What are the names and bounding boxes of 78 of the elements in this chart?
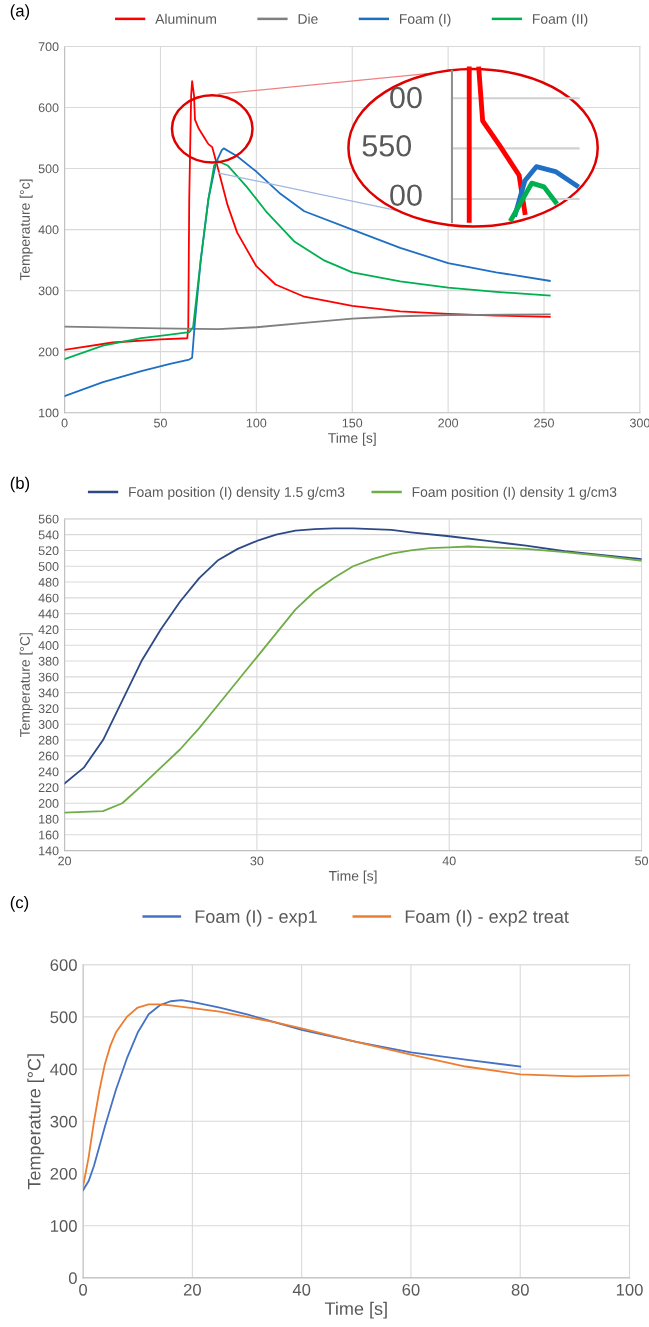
y-tick-label: 300 bbox=[50, 1115, 77, 1128]
x-tick-label: 100 bbox=[616, 1283, 643, 1296]
y-tick-label: 440 bbox=[38, 609, 59, 619]
line-series bbox=[64, 527, 642, 785]
y-tick-label: 480 bbox=[38, 577, 59, 587]
line-series bbox=[64, 80, 551, 351]
y-tick-label: 160 bbox=[39, 830, 59, 840]
x-axis-title: Time [s] bbox=[324, 1301, 387, 1319]
y-axis-title: Temperature [°c] bbox=[19, 179, 33, 281]
y-tick-label: 360 bbox=[38, 672, 59, 682]
x-tick-label: 300 bbox=[629, 418, 649, 428]
y-tick-label: 560 bbox=[38, 514, 59, 524]
y-tick-label: 100 bbox=[39, 408, 59, 418]
y-tick-label: 200 bbox=[50, 1167, 77, 1180]
legend-label: Die bbox=[298, 13, 318, 24]
y-tick-label: 320 bbox=[38, 704, 59, 714]
y-tick-label: 500 bbox=[38, 164, 59, 174]
x-axis-title: Time [s] bbox=[328, 870, 377, 884]
legend-label: Foam (II) bbox=[533, 13, 588, 27]
y-tick-label: 300 bbox=[38, 286, 59, 296]
legend-label: Foam position (I) density 1.5 g/cm3 bbox=[129, 486, 345, 500]
x-tick-label: 20 bbox=[58, 856, 72, 866]
legend-label: Foam position (I) density 1 g/cm3 bbox=[412, 486, 617, 500]
annotation: 550 bbox=[362, 134, 412, 157]
x-tick-label: 40 bbox=[292, 1283, 311, 1296]
y-tick-label: 600 bbox=[50, 959, 77, 971]
y-axis-title: Temperature [°C] bbox=[27, 1054, 45, 1190]
y-tick-label: 220 bbox=[38, 783, 59, 793]
y-tick-label: 500 bbox=[38, 562, 59, 571]
y-tick-label: 300 bbox=[38, 720, 59, 729]
chart-title: (a) bbox=[10, 4, 30, 20]
x-tick-label: 40 bbox=[442, 856, 456, 866]
x-tick-label: 250 bbox=[534, 418, 554, 428]
y-tick-label: 400 bbox=[38, 641, 59, 650]
y-tick-label: 380 bbox=[38, 656, 59, 666]
legend-label: Foam (I) - exp2 treat bbox=[405, 909, 569, 927]
x-tick-label: 80 bbox=[511, 1283, 529, 1296]
chart-title: (c) bbox=[10, 896, 29, 912]
x-tick-label: 150 bbox=[342, 418, 363, 428]
y-tick-label: 400 bbox=[50, 1063, 77, 1076]
x-tick-label: 200 bbox=[438, 418, 459, 428]
legend-label: Foam (I) bbox=[400, 13, 451, 27]
annotation: 00 bbox=[390, 86, 422, 109]
y-tick-label: 340 bbox=[38, 688, 59, 698]
y-tick-label: 200 bbox=[38, 347, 59, 357]
x-tick-label: 50 bbox=[154, 418, 167, 428]
line-series bbox=[64, 545, 642, 814]
x-tick-label: 50 bbox=[635, 856, 648, 866]
annotation: 00 bbox=[390, 184, 422, 207]
y-tick-label: 180 bbox=[39, 814, 59, 824]
line-series bbox=[64, 313, 551, 330]
y-tick-label: 200 bbox=[38, 799, 59, 808]
x-axis-title: Time [s] bbox=[328, 432, 376, 446]
y-tick-label: 100 bbox=[50, 1220, 77, 1232]
y-tick-label: 0 bbox=[68, 1272, 77, 1285]
x-tick-label: 100 bbox=[246, 418, 267, 428]
x-tick-label: 30 bbox=[250, 856, 264, 866]
y-tick-label: 460 bbox=[38, 593, 59, 603]
line-series bbox=[64, 160, 551, 360]
y-tick-label: 540 bbox=[38, 530, 59, 540]
x-tick-label: 60 bbox=[402, 1283, 420, 1296]
legend-label: Aluminum bbox=[155, 13, 216, 24]
y-tick-label: 700 bbox=[38, 42, 59, 52]
y-tick-label: 260 bbox=[38, 751, 59, 761]
legend-label: Foam (I) - exp1 bbox=[195, 909, 317, 927]
y-axis-title: Temperature [°C] bbox=[19, 633, 33, 737]
x-tick-label: 20 bbox=[183, 1283, 201, 1296]
y-tick-label: 400 bbox=[38, 225, 59, 235]
y-tick-label: 420 bbox=[38, 625, 59, 635]
y-tick-label: 600 bbox=[38, 103, 59, 113]
y-tick-label: 140 bbox=[39, 846, 59, 856]
y-tick-label: 520 bbox=[38, 546, 59, 556]
y-tick-label: 280 bbox=[38, 735, 59, 745]
x-tick-label: 0 bbox=[79, 1283, 88, 1296]
y-tick-label: 500 bbox=[50, 1011, 77, 1024]
line-series bbox=[83, 999, 522, 1192]
y-tick-label: 240 bbox=[38, 767, 59, 777]
chart-title: (b) bbox=[10, 476, 30, 493]
